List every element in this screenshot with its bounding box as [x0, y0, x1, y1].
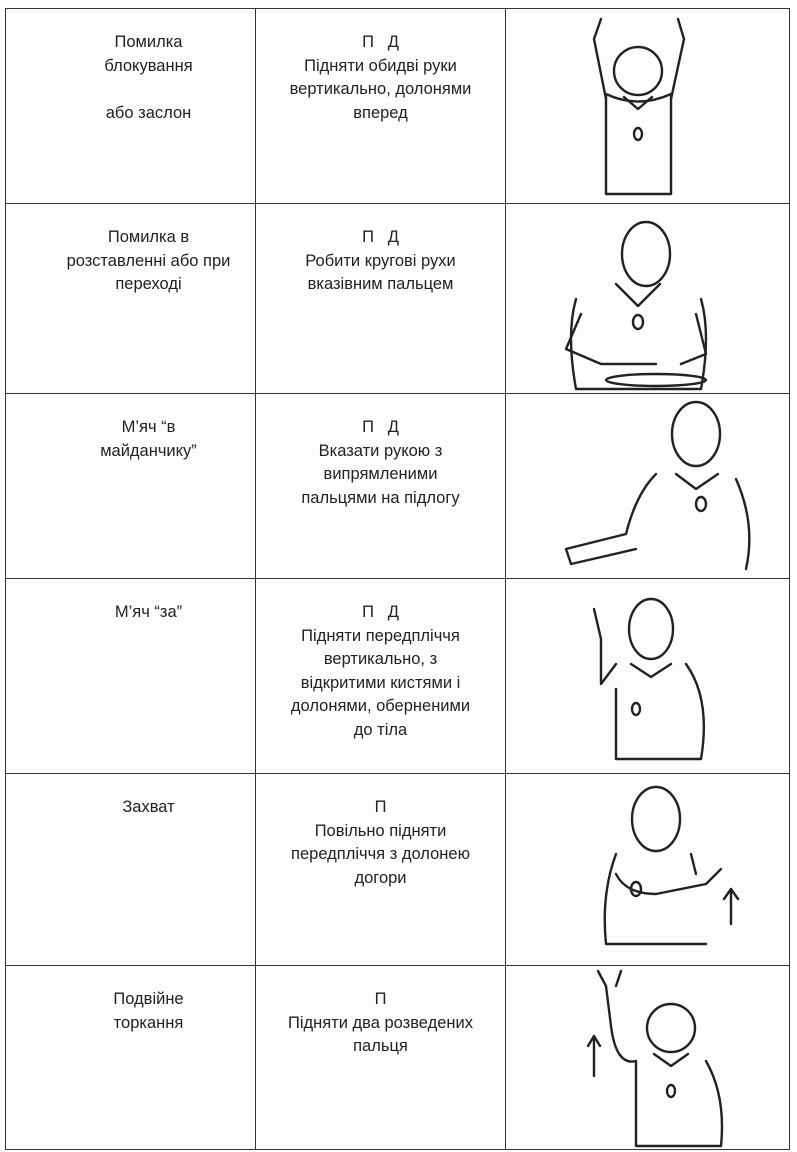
description-cell: П Д Робити кругові рухи вказівним пальцем — [255, 204, 505, 393]
signal-cell: М’яч “в майданчику” — [5, 394, 255, 578]
description-cell: П Д Вказати рукою з випрямленими пальцями н… — [255, 394, 505, 578]
signal-text: або заслон — [105, 104, 192, 122]
description-text: пальцями на підлогу — [301, 488, 460, 507]
description-text: пальця — [353, 1037, 408, 1055]
gesture-figure — [592, 597, 706, 761]
description-text: вертикально, з — [323, 650, 438, 668]
gesture-figure — [603, 785, 740, 946]
teams-text: П Д — [362, 418, 399, 436]
signal-text: М’яч “в — [121, 418, 176, 436]
description-text: долонями, оберненими — [290, 697, 471, 715]
teams-text: П Д — [362, 228, 399, 246]
signal-text: майданчику” — [100, 441, 197, 460]
description-cell: П Підняти два розведених пальця — [255, 966, 505, 1149]
signal-cell: М’яч “за” — [5, 579, 255, 773]
description-text: вказівним пальцем — [307, 275, 454, 293]
figure-cell — [505, 9, 790, 203]
teams-text: П Д — [362, 33, 399, 51]
teams-text: П — [374, 798, 387, 816]
description-text: до тіла — [353, 720, 408, 739]
signal-text: розставленні або при — [66, 251, 231, 270]
description-cell: П Повільно підняти передпліччя з долонею до… — [255, 774, 505, 965]
signal-text: блокування — [104, 56, 193, 75]
signal-cell: Захват — [5, 774, 255, 965]
table-row: Помилка в розставленні або при переході П Д… — [5, 203, 790, 393]
description-text: Повільно підняти — [314, 821, 447, 840]
signal-cell: Помилка блокування або заслон — [5, 9, 255, 203]
signal-text: переході — [115, 275, 182, 293]
signal-text: торкання — [113, 1013, 184, 1032]
table-row: Захват П Повільно підняти передпліччя з дол… — [5, 773, 790, 965]
figure-cell — [505, 774, 790, 965]
description-cell: П Д Підняти передпліччя вертикально, з відк… — [255, 579, 505, 773]
description-text: Підняти передпліччя — [301, 626, 460, 645]
gesture-figure — [592, 17, 686, 196]
description-text: Підняти обидві руки — [304, 56, 457, 75]
description-text: випрямленими — [323, 465, 438, 483]
description-text: відкритими кистями і — [300, 673, 461, 692]
description-cell: П Д Підняти обидві руки вертикально, долон… — [255, 9, 505, 203]
table-row: М’яч “за” П Д Підняти передпліччя вертикаль… — [5, 578, 790, 773]
gesture-figure — [586, 969, 724, 1148]
gesture-figure — [564, 400, 751, 571]
gesture-figure — [564, 220, 708, 391]
table-row: М’яч “в майданчику” П Д Вказати рукою з випр… — [5, 393, 790, 578]
signal-text: Помилка в — [107, 228, 190, 246]
table-row: Помилка блокування або заслон П Д Підняти об… — [5, 8, 790, 203]
teams-text: П — [374, 990, 387, 1008]
description-text: вперед — [353, 103, 408, 122]
signal-cell: Помилка в розставленні або при переході — [5, 204, 255, 393]
description-text: Вказати рукою з — [318, 441, 443, 460]
signal-text: М’яч “за” — [114, 603, 183, 621]
description-text: Робити кругові рухи — [305, 251, 456, 270]
table-row: Подвійне торкання П Підняти два розведених п… — [5, 965, 790, 1150]
signal-text: Подвійне — [113, 990, 184, 1008]
figure-cell — [505, 394, 790, 578]
figure-cell — [505, 204, 790, 393]
description-text: Підняти два розведених — [287, 1013, 474, 1032]
figure-cell — [505, 579, 790, 773]
description-text: догори — [354, 868, 407, 887]
signal-cell: Подвійне торкання — [5, 966, 255, 1149]
description-text: вертикально, долонями — [289, 80, 472, 98]
signal-text: Помилка — [114, 33, 183, 51]
teams-text: П Д — [362, 603, 399, 621]
description-text: передпліччя з долонею — [291, 845, 470, 863]
signal-text: Захват — [122, 798, 175, 816]
figure-cell — [505, 966, 790, 1149]
